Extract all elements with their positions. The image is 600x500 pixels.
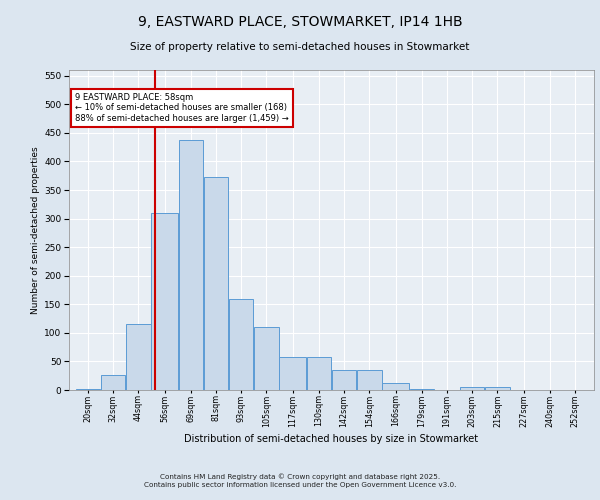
Bar — [410, 389, 434, 390]
Bar — [204, 177, 228, 390]
Bar — [229, 298, 253, 390]
Bar — [357, 370, 382, 390]
Bar — [280, 358, 306, 390]
Bar — [460, 387, 484, 390]
Bar — [382, 383, 409, 390]
Text: Size of property relative to semi-detached houses in Stowmarket: Size of property relative to semi-detach… — [130, 42, 470, 52]
Bar — [126, 324, 151, 390]
Text: 9, EASTWARD PLACE, STOWMARKET, IP14 1HB: 9, EASTWARD PLACE, STOWMARKET, IP14 1HB — [137, 15, 463, 29]
X-axis label: Distribution of semi-detached houses by size in Stowmarket: Distribution of semi-detached houses by … — [184, 434, 479, 444]
Bar — [254, 327, 278, 390]
Bar — [332, 370, 356, 390]
Bar — [151, 213, 178, 390]
Bar — [485, 387, 509, 390]
Text: 9 EASTWARD PLACE: 58sqm
← 10% of semi-detached houses are smaller (168)
88% of s: 9 EASTWARD PLACE: 58sqm ← 10% of semi-de… — [76, 93, 289, 122]
Y-axis label: Number of semi-detached properties: Number of semi-detached properties — [31, 146, 40, 314]
Bar — [76, 389, 100, 390]
Bar — [101, 374, 125, 390]
Bar — [307, 358, 331, 390]
Text: Contains HM Land Registry data © Crown copyright and database right 2025.
Contai: Contains HM Land Registry data © Crown c… — [144, 474, 456, 488]
Bar — [179, 140, 203, 390]
